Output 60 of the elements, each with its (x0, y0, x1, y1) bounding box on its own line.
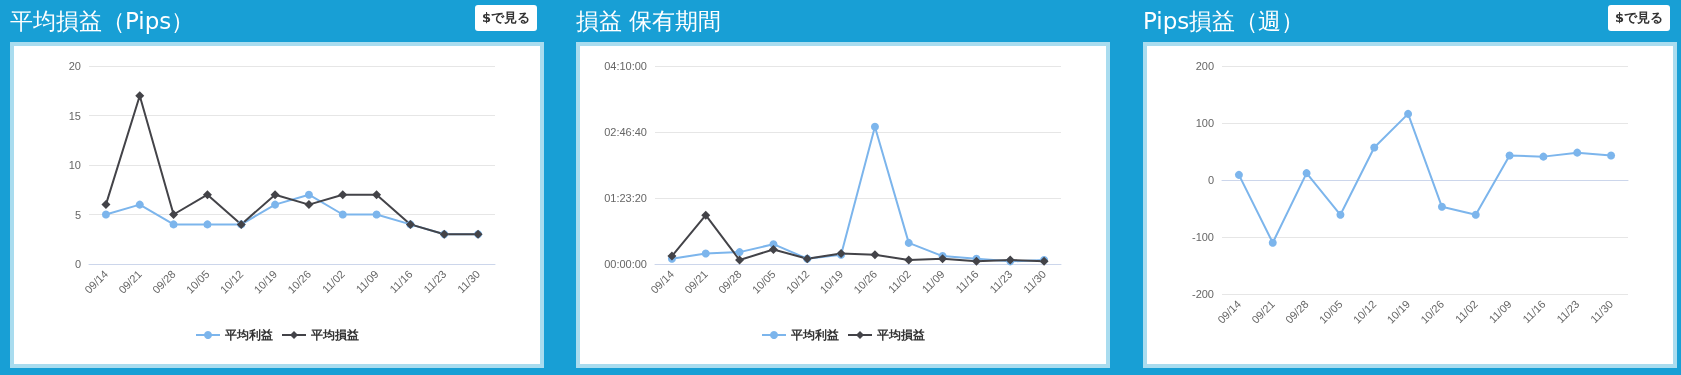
chart-title: 平均損益（Pips） (10, 7, 195, 36)
point (1573, 148, 1582, 157)
point (701, 249, 710, 258)
point (1539, 152, 1548, 161)
point (1505, 151, 1514, 160)
point (135, 91, 145, 101)
point (1437, 202, 1446, 211)
y-tick-label: -100 (1191, 231, 1214, 243)
point (1471, 210, 1480, 219)
view-button: $で見る (1607, 5, 1670, 31)
point (338, 210, 347, 219)
point (101, 210, 110, 219)
y-tick-label: 200 (1195, 60, 1214, 72)
point (735, 255, 745, 265)
y-tick-label: 0 (1207, 174, 1214, 186)
point (169, 220, 178, 229)
point (270, 190, 280, 200)
point (338, 190, 348, 200)
y-tick-label: 100 (1195, 117, 1214, 129)
point (202, 190, 212, 200)
y-tick-label: -200 (1191, 288, 1214, 300)
point (1302, 169, 1311, 178)
chart-title: Pips損益（週） (1143, 7, 1305, 36)
point (203, 220, 212, 229)
point (1336, 210, 1345, 219)
y-tick-label: 04:10:00 (604, 60, 647, 72)
point (870, 122, 879, 131)
point (1234, 170, 1243, 179)
point (1404, 109, 1413, 118)
legend-label: 平均利益 (790, 328, 839, 342)
point (271, 200, 280, 209)
legend-label: 平均損益 (876, 328, 925, 342)
point (870, 250, 880, 260)
point (1268, 238, 1277, 247)
y-tick-label: 5 (74, 208, 81, 221)
point (372, 210, 381, 219)
point (768, 244, 778, 254)
y-tick-label: 01:23:20 (604, 192, 647, 204)
y-tick-label: 15 (68, 109, 81, 122)
y-tick-label: 00:00:00 (604, 258, 647, 270)
point (304, 190, 313, 199)
legend-label: 平均損益 (310, 328, 359, 342)
point (101, 200, 111, 210)
point (904, 255, 914, 265)
point (1607, 151, 1616, 160)
point (135, 200, 144, 209)
y-tick-label: 10 (68, 159, 81, 171)
y-tick-label: 0 (74, 258, 81, 270)
point (701, 210, 711, 220)
point (372, 190, 382, 200)
y-tick-label: 02:46:40 (604, 126, 647, 138)
point (1370, 143, 1379, 152)
point (304, 200, 314, 210)
chart-title: 損益 保有期間 (576, 7, 722, 36)
legend-label: 平均利益 (224, 328, 273, 342)
point (169, 210, 179, 219)
point (904, 238, 913, 247)
view-button: $で見る (474, 5, 537, 31)
point (735, 248, 744, 257)
y-tick-label: 20 (68, 60, 81, 72)
